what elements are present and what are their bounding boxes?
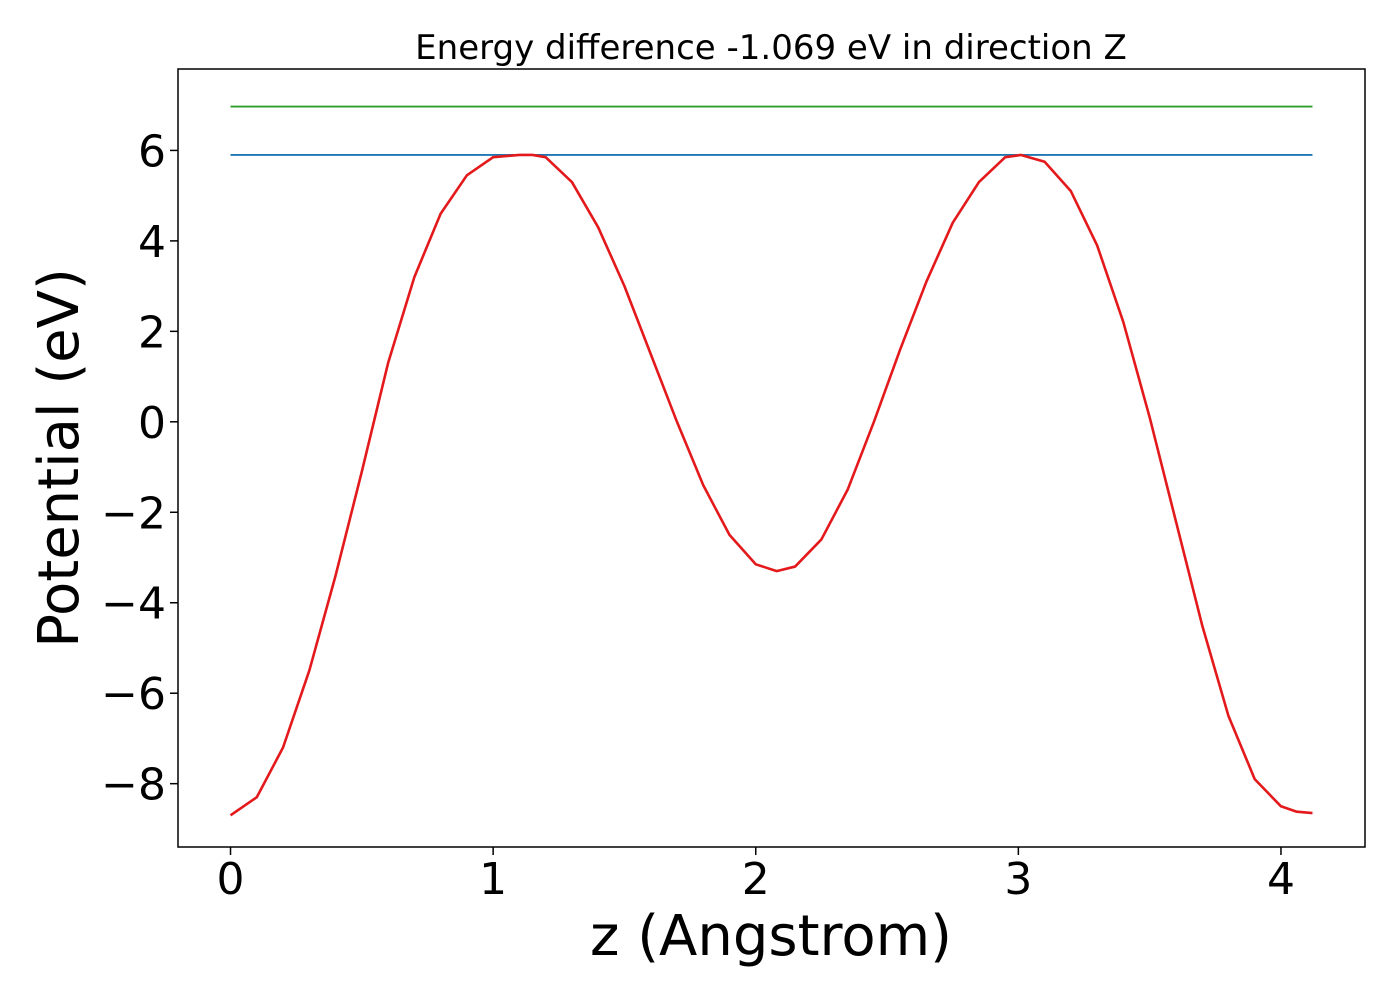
plot-frame xyxy=(177,68,1366,848)
y-tick-label: 6 xyxy=(138,126,166,177)
x-tick-label: 1 xyxy=(479,854,507,905)
x-axis-label: z (Angstrom) xyxy=(590,904,952,969)
x-tick-label: 0 xyxy=(217,854,245,905)
y-tick-label: −8 xyxy=(101,760,166,811)
y-axis-label: Potential (eV) xyxy=(27,268,92,648)
series-layer xyxy=(229,105,1313,817)
potential-curve xyxy=(229,153,1313,817)
y-tick-label: −4 xyxy=(101,579,166,630)
x-tick-label: 2 xyxy=(742,854,770,905)
chart-title: Energy difference -1.069 eV in direction… xyxy=(415,28,1127,68)
x-axis: 0 1 2 3 4 xyxy=(217,847,1295,905)
y-tick-label: −2 xyxy=(101,488,166,539)
y-tick-label: 2 xyxy=(138,307,166,358)
x-tick-label: 3 xyxy=(1004,854,1032,905)
y-tick-label: 0 xyxy=(138,398,166,449)
y-axis: −8 −6 −4 −2 0 2 4 6 xyxy=(101,126,178,811)
y-tick-label: −6 xyxy=(101,669,166,720)
y-tick-label: 4 xyxy=(138,217,166,268)
x-tick-label: 4 xyxy=(1267,854,1295,905)
